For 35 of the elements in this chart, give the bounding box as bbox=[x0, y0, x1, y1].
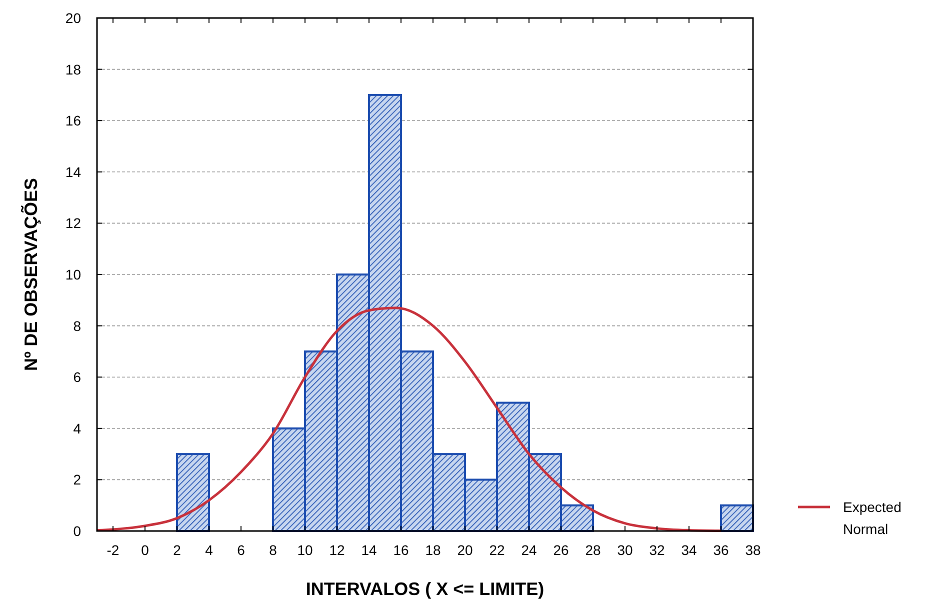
y-tick-label: 16 bbox=[65, 112, 82, 129]
x-tick-label: 18 bbox=[425, 542, 441, 558]
y-tick-label: 8 bbox=[73, 318, 82, 334]
x-tick-label: -2 bbox=[106, 542, 120, 558]
x-tick-label: 4 bbox=[205, 542, 214, 558]
y-tick-label: 0 bbox=[73, 523, 82, 539]
x-tick-label: 6 bbox=[237, 542, 246, 558]
y-tick-label: 4 bbox=[73, 420, 82, 436]
x-tick-label: 16 bbox=[393, 542, 409, 558]
x-tick-label: 12 bbox=[329, 542, 345, 558]
y-tick-label: 20 bbox=[65, 10, 82, 26]
y-tick-label: 10 bbox=[65, 266, 82, 282]
y-tick-label: 14 bbox=[65, 164, 82, 180]
x-tick-label: 10 bbox=[297, 542, 313, 558]
x-tick-label: 24 bbox=[521, 542, 537, 558]
y-axis-title: Nº DE OBSERVAÇÕES bbox=[20, 178, 41, 371]
x-tick-label: 38 bbox=[745, 542, 761, 558]
x-tick-label: 34 bbox=[681, 542, 697, 558]
x-tick-label: 30 bbox=[617, 542, 633, 558]
x-tick-label: 20 bbox=[457, 542, 473, 558]
x-tick-label: 26 bbox=[553, 542, 569, 558]
x-tick-label: 36 bbox=[713, 542, 729, 558]
y-tick-label: 12 bbox=[65, 215, 82, 232]
y-tick-label: 18 bbox=[65, 61, 82, 78]
x-tick-label: 32 bbox=[649, 542, 665, 558]
legend-label: Expected Normal bbox=[843, 499, 902, 537]
y-tick-label: 2 bbox=[73, 472, 82, 488]
x-tick-label: 22 bbox=[489, 542, 505, 558]
x-tick-label: 8 bbox=[269, 542, 278, 558]
y-tick-label: 6 bbox=[73, 369, 82, 386]
x-tick-label: 28 bbox=[585, 542, 601, 558]
x-tick-label: 14 bbox=[361, 542, 377, 558]
x-tick-label: 0 bbox=[141, 542, 150, 558]
x-tick-label: 2 bbox=[173, 542, 182, 558]
x-axis-title: INTERVALOS ( X <= LIMITE) bbox=[306, 579, 544, 599]
